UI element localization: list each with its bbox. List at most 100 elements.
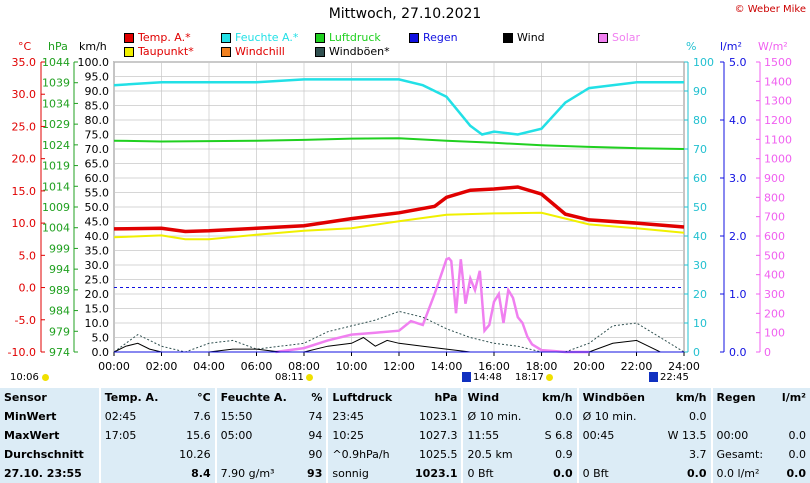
stats-cell: 0.0 [786, 467, 807, 480]
stats-table: Sensor Temp. A. °C Feuchte A. % Luftdruc… [0, 388, 810, 483]
stats-cell: 1025.5 [418, 448, 458, 461]
credit-label[interactable]: © Weber Mike [734, 4, 806, 15]
x-tick-label: 22:00 [621, 360, 653, 372]
pressure-tick-label: 1009 [42, 201, 70, 214]
stats-cell [98, 445, 171, 464]
stats-cell: 10.26 [179, 448, 211, 461]
stats-cell: 1027.3 [418, 429, 458, 442]
solar-tick-label: 500 [764, 249, 785, 262]
x-tick-label: 14:00 [431, 360, 463, 372]
pressure-tick-label: 1034 [42, 97, 70, 110]
legend-swatch [503, 32, 513, 43]
legend-swatch [409, 32, 419, 43]
legend-label: Wind [517, 31, 545, 44]
humidity-line [113, 78, 684, 136]
stats-row: MinWert 02:45 7.6 15:50 74 23:45 1023.1 Ø 10 mi… [0, 407, 810, 426]
temp-tick-label: 0.0 [19, 282, 37, 295]
solar-tick-label: 100 [764, 327, 785, 340]
stats-row: Durchschnitt 10.26 90 ^0.9hPa/h 1025.5 20.5 k… [0, 445, 810, 464]
pressure-tick-label: 1024 [42, 139, 70, 152]
rain-tick-label: 5.0 [729, 56, 747, 69]
stats-header-cell: km/h [675, 391, 707, 404]
moon-marker-icon [462, 372, 471, 382]
humidity-tick-label: 10 [693, 317, 707, 330]
solar-tick-label: 300 [764, 288, 785, 301]
pressure-tick-label: 984 [49, 305, 70, 318]
wind-tick-label: 100.0 [78, 56, 110, 69]
solar-tick-label: 400 [764, 269, 785, 282]
wind-tick-label: 25.0 [85, 274, 110, 287]
solar-tick-label: 1400 [764, 75, 792, 88]
temp-tick-label: -10.0 [8, 346, 36, 359]
unit-rain: l/m² [720, 40, 742, 53]
pressure-tick-label: 974 [49, 346, 70, 359]
temp-tick-label: -5.0 [15, 314, 36, 327]
stats-cell: 1023.1 [418, 410, 458, 423]
x-tick-label: 12:00 [383, 360, 415, 372]
stats-cell: 02:45 [98, 407, 171, 426]
solar-tick-label: 1000 [764, 153, 792, 166]
wind-tick-label: 80.0 [85, 114, 110, 127]
legend-label: Temp. A.* [138, 31, 191, 44]
stats-cell: 05:00 [214, 426, 301, 445]
legend-item: Solar [598, 31, 640, 44]
pressure-tick-label: 979 [49, 325, 70, 338]
solar-tick-label: 1200 [764, 114, 792, 127]
legend-label: Windchill [235, 45, 285, 58]
stats-cell: 27.10. 23:55 [4, 467, 82, 480]
wind-tick-label: 40.0 [85, 230, 110, 243]
legend-item: Wind [503, 31, 545, 44]
solar-tick-label: 200 [764, 307, 785, 320]
timeline-t1: 14:48 [473, 372, 502, 383]
stats-row: 27.10. 23:55 8.4 7.90 g/m³ 93 sonnig 1023.1 0 … [0, 464, 810, 483]
humidity-tick-label: 60 [693, 172, 707, 185]
stats-cell: 0.0 [788, 448, 807, 461]
timeline: 10:06 08:11 14:48 18:17 22:45 [0, 370, 810, 388]
x-tick-label: 08:00 [288, 360, 320, 372]
solar-tick-label: 600 [764, 230, 785, 243]
x-tick-label: 20:00 [573, 360, 605, 372]
stats-cell: 11:55 [461, 426, 534, 445]
x-tick-label: 04:00 [193, 360, 225, 372]
timeline-start: 10:06 [10, 372, 39, 383]
stats-cell [98, 464, 171, 483]
sun-marker-icon [42, 374, 49, 381]
solar-tick-label: 1100 [764, 133, 792, 146]
weather-chart: 35.030.025.020.015.010.05.00.0-5.0-10.01… [8, 56, 792, 372]
unit-press: hPa [48, 40, 68, 53]
temp-tick-label: 5.0 [19, 249, 37, 262]
temp-tick-label: 25.0 [12, 120, 37, 133]
wind-tick-label: 75.0 [85, 129, 110, 142]
temp-tick-label: 30.0 [12, 88, 37, 101]
stats-cell: 0.0 [788, 429, 807, 442]
stats-cell: 90 [308, 448, 323, 461]
stats-cell [774, 407, 810, 426]
chart-title: Mittwoch, 27.10.2021 [328, 6, 482, 22]
wind-tick-label: 95.0 [85, 71, 110, 84]
wind-tick-label: 15.0 [85, 303, 110, 316]
stats-row: MaxWert 17:05 15.6 05:00 94 10:25 1027.3 11:55 S… [0, 426, 810, 445]
stats-cell: 17:05 [98, 426, 171, 445]
humidity-tick-label: 20 [693, 288, 707, 301]
temp-tick-label: 10.0 [12, 217, 37, 230]
legend-label: Feuchte A.* [235, 31, 299, 44]
unit-wind: km/h [79, 40, 107, 53]
stats-cell: 0.0 [689, 410, 707, 423]
stats-cell: MaxWert [4, 429, 60, 442]
wind-tick-label: 50.0 [85, 201, 110, 214]
humidity-tick-label: 90 [693, 85, 707, 98]
legend-item: Luftdruck [315, 31, 381, 44]
stats-cell: 0.0 l/m² [710, 464, 774, 483]
legend-label: Taupunkt* [138, 45, 194, 58]
stats-cell: 1023.1 [415, 467, 458, 480]
rain-tick-label: 4.0 [729, 114, 747, 127]
stats-cell: Gesamt: [710, 445, 774, 464]
legend-label: Regen [423, 31, 458, 44]
stats-cell: 93 [307, 467, 323, 480]
wind-tick-label: 45.0 [85, 216, 110, 229]
stats-cell: 74 [308, 410, 323, 423]
x-tick-label: 06:00 [241, 360, 273, 372]
humidity-tick-label: 70 [693, 143, 707, 156]
pressure-tick-label: 1004 [42, 222, 70, 235]
stats-cell: 3.7 [689, 448, 707, 461]
